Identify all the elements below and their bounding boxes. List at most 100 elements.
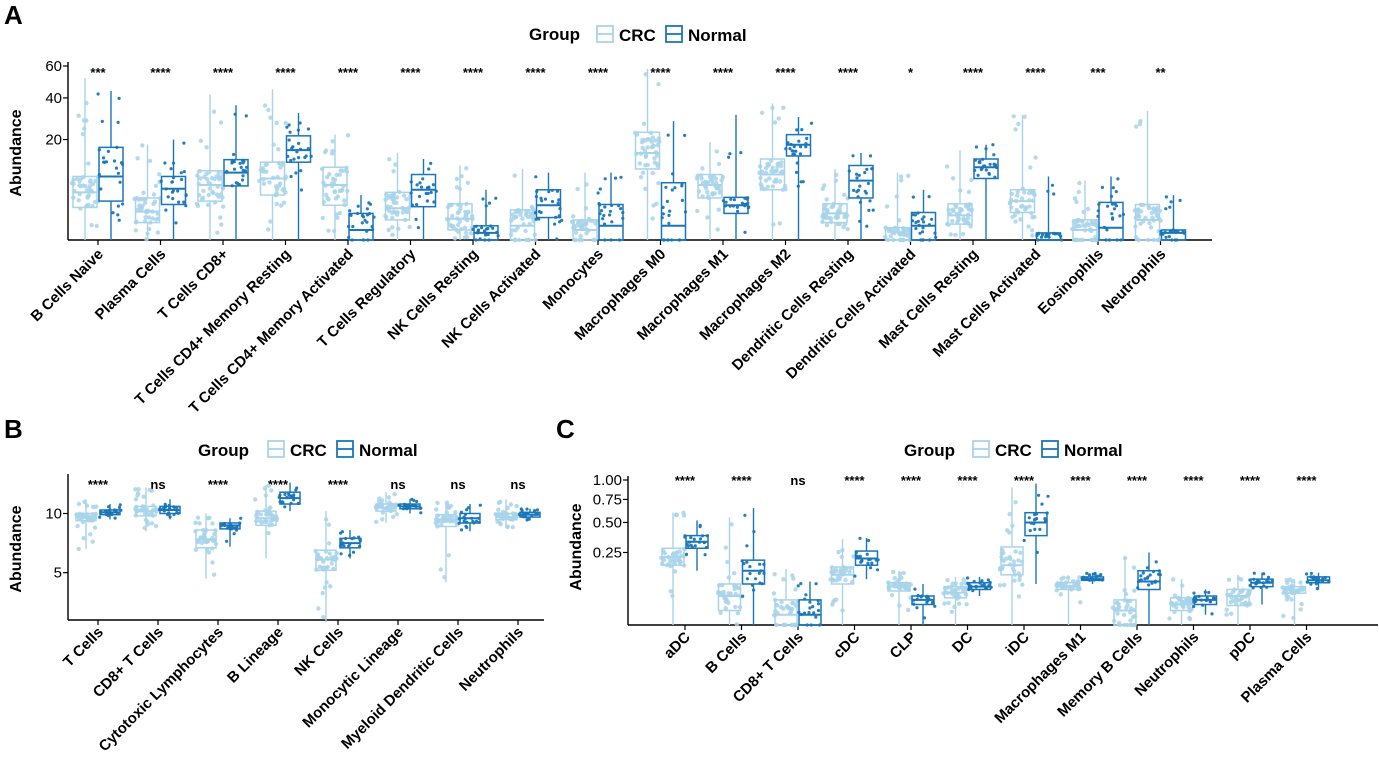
panel-a-crc-point: [465, 180, 470, 185]
panel-a-normal-point: [424, 191, 428, 196]
panel-a-crc-point: [274, 184, 279, 189]
panel-a-crc-point: [81, 183, 86, 188]
panel-a-significance-label: ****: [775, 65, 796, 80]
panel-a-normal-point: [667, 221, 671, 225]
panel-c-crc-box: [1226, 588, 1250, 607]
panel-a-normal-point: [287, 123, 291, 127]
panel-a-crc-point: [1013, 127, 1018, 132]
panel-a-significance-label: ****: [650, 65, 671, 80]
panel-a-normal-point: [557, 220, 562, 224]
panel-a-crc-point: [716, 161, 722, 167]
panel-c-crc-point: [1007, 512, 1012, 517]
panel-a-crc-point: [390, 215, 395, 220]
panel-a-crc-point: [650, 216, 655, 221]
panel-a-crc-point: [781, 105, 786, 111]
panel-a-normal-point: [1114, 190, 1118, 194]
panel-b-crc-point: [199, 540, 205, 546]
panel-c-normal-point: [703, 553, 707, 557]
panel-c-letter: C: [556, 414, 575, 444]
panel-b-crc-point: [315, 552, 321, 557]
panel-b-category-label: Monocytic Lineage: [299, 624, 407, 732]
panel-c-normal-point: [1093, 571, 1097, 576]
panel-b-category-label: Cytotoxic Lymphocytes: [96, 624, 227, 755]
panel-c-normal-point: [933, 604, 937, 608]
panel-c-normal-point: [1252, 571, 1256, 575]
panel-a-crc-point: [772, 120, 778, 125]
panel-b-crc-point: [266, 483, 271, 488]
panel-a-crc-point: [1150, 215, 1155, 220]
panel-b-crc-point: [207, 515, 212, 520]
panel-a-normal-point: [182, 200, 186, 204]
panel-a-crc-point: [759, 110, 765, 116]
panel-c-significance-label: ****: [957, 473, 978, 488]
panel-c-normal-point: [689, 543, 693, 547]
panel-a-crc-point: [335, 215, 340, 220]
panel-a-crc-point: [274, 201, 279, 207]
panel-b-crc-point: [374, 519, 379, 524]
panel-c-crc-point: [1186, 604, 1191, 610]
panel-c-normal-point: [982, 583, 986, 587]
panel-b-category-label: B Lineage: [224, 624, 287, 687]
panel-a-significance-label: ****: [400, 65, 421, 80]
panel-c-normal-point: [1210, 612, 1214, 616]
panel-a-crc-point: [641, 121, 647, 127]
panel-a-crc-point: [141, 190, 146, 195]
panel-a-normal-point: [1100, 185, 1104, 189]
panel-c-normal-point: [1148, 573, 1152, 577]
panel-a-crc-point: [274, 120, 279, 126]
panel-c-y-axis-title: Abundance: [568, 503, 585, 590]
panel-a-normal-point: [920, 217, 924, 221]
panel-b-crc-point: [326, 541, 332, 546]
panel-a-normal-point: [169, 167, 173, 171]
panel-a-crc-point: [332, 177, 338, 182]
panel-a-normal-box: [973, 158, 999, 180]
panel-a-crc-point: [389, 195, 394, 200]
panel-c-normal-point: [1266, 575, 1271, 580]
panel-a-normal-box: [598, 203, 624, 241]
panel-b-legend: Group CRC Normal: [198, 440, 418, 460]
panel-a-normal-point: [164, 208, 168, 212]
panel-b-significance-label: ****: [208, 477, 229, 492]
panel-b-crc-point: [380, 517, 385, 522]
panel-a-normal-point: [112, 159, 117, 163]
panel-a-crc-point: [957, 210, 962, 216]
panel-a-crc-point: [845, 227, 850, 232]
panel-c-normal-point: [1085, 571, 1089, 576]
panel-a-crc-point: [1076, 189, 1082, 195]
panel-a-normal-point: [415, 203, 419, 207]
panel-a-legend-crc-label: CRC: [619, 26, 656, 45]
panel-b-crc-point: [434, 507, 439, 512]
panel-c-normal-point: [1087, 573, 1092, 577]
panel-b-crc-point: [76, 546, 81, 552]
panel-c-normal-point: [1262, 572, 1266, 576]
panel-b-crc-point: [195, 515, 201, 520]
panel-c-crc-point: [671, 551, 676, 556]
panel-a-normal-point: [1040, 233, 1045, 237]
panel-a-crc-point: [82, 126, 87, 131]
panel-c-crc-point: [841, 567, 846, 572]
panel-c-normal-point: [858, 536, 862, 541]
panel-a-crc-point: [151, 201, 156, 206]
panel-b-crc-point: [386, 495, 392, 500]
panel-a-significance-label: ****: [963, 65, 984, 80]
panel-a-normal-point: [1167, 235, 1171, 239]
panel-a-crc-point: [266, 227, 271, 232]
panel-c-crc-point: [1229, 611, 1234, 616]
panel-b-normal-point: [412, 498, 416, 502]
panel-a-crc-point: [283, 120, 288, 126]
panel-a-crc-point: [454, 185, 460, 190]
panel-a-significance-label: ****: [713, 65, 734, 80]
panel-a-normal-point: [298, 121, 302, 125]
panel-c-normal-point: [1192, 605, 1196, 609]
panel-a-crc-point: [135, 156, 140, 161]
panel-c-normal-point: [745, 560, 749, 564]
panel-b-crc-point: [498, 499, 503, 504]
panel-a-crc-point: [407, 224, 412, 230]
panel-a-crc-point: [155, 230, 161, 235]
panel-a-normal-point: [232, 152, 236, 157]
panel-a-normal-point: [992, 153, 996, 157]
panel-a-crc-point: [1030, 228, 1035, 233]
panel-a-normal-point: [791, 152, 795, 156]
panel-b-crc-point: [135, 493, 140, 498]
panel-a-crc-point: [1135, 207, 1141, 213]
